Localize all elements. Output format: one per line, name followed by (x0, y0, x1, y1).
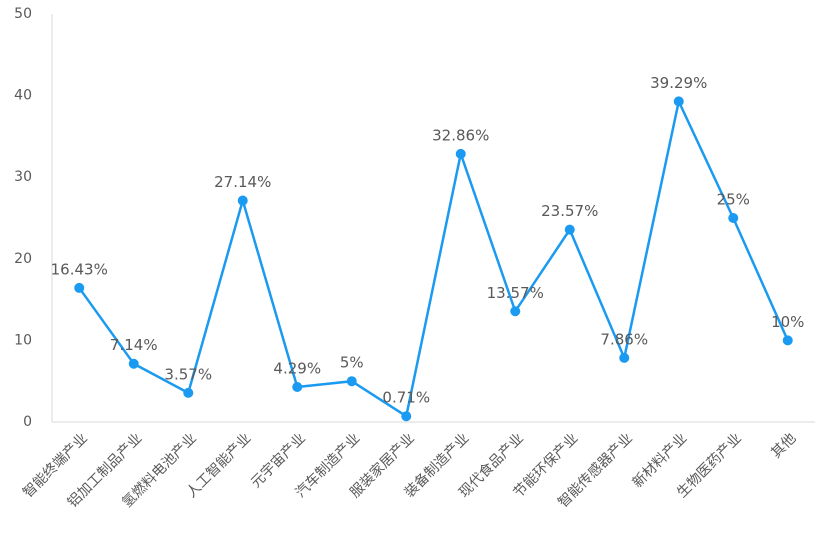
y-tick-label: 10 (14, 332, 32, 348)
value-label: 7.14% (110, 336, 158, 354)
point (346, 376, 357, 387)
line (78, 97, 789, 419)
value-label: 25% (717, 191, 750, 209)
point (728, 213, 739, 223)
value-label: 5% (340, 354, 364, 372)
point (455, 148, 466, 159)
point (401, 411, 412, 422)
value-label: 10% (771, 313, 804, 331)
point (510, 306, 521, 317)
value-label: 13.57% (487, 284, 544, 302)
y-tick-label: 40 (14, 88, 32, 104)
point (782, 335, 793, 346)
point (74, 282, 85, 293)
value-label: 4.29% (273, 359, 321, 377)
value-label: 3.57% (164, 365, 212, 383)
y-tick-label: 20 (14, 251, 32, 267)
x-tick-label: 其他 (768, 430, 799, 461)
value-label: 16.43% (51, 260, 108, 278)
point (673, 96, 684, 107)
point (564, 224, 575, 235)
point (292, 381, 303, 392)
y-tick-label: 0 (23, 414, 32, 430)
value-label: 23.57% (541, 202, 598, 220)
value-label: 27.14% (214, 173, 271, 191)
value-label: 39.29% (650, 74, 707, 92)
y-tick-label: 30 (14, 169, 32, 185)
value-label: 0.71% (382, 389, 430, 407)
value-label: 32.86% (432, 126, 489, 144)
point (237, 195, 248, 206)
point (183, 387, 194, 398)
y-tick-label: 50 (14, 6, 32, 22)
point (128, 358, 139, 369)
point (619, 352, 630, 363)
value-label: 7.86% (600, 330, 648, 348)
